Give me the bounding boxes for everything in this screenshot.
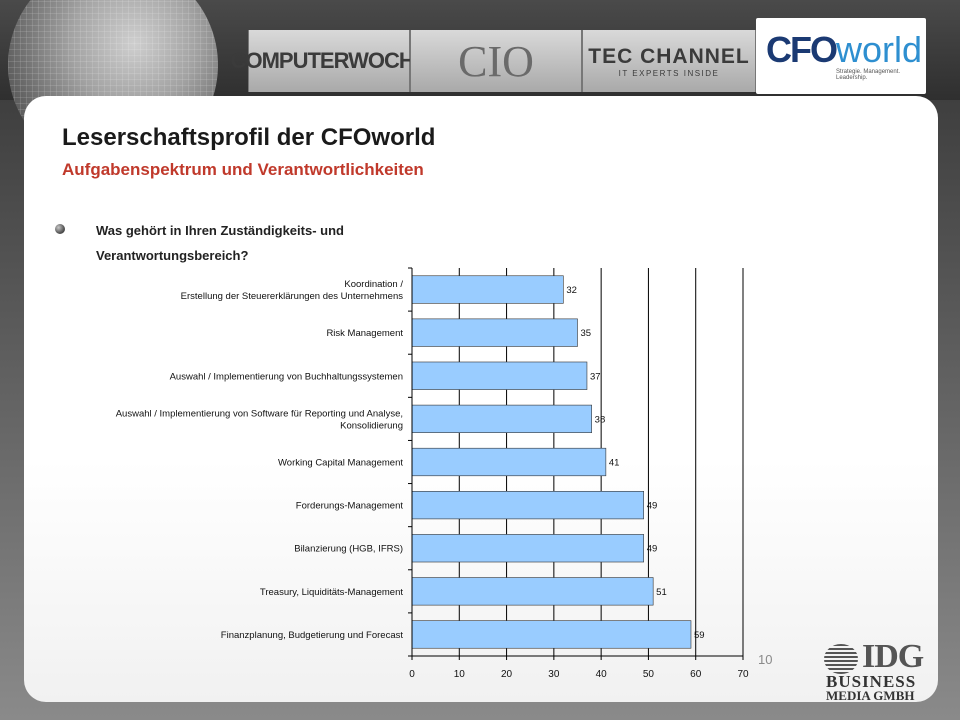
tick-label: 70 (737, 669, 749, 680)
cfoworld-world-text: world (836, 28, 923, 70)
data-label: 41 (609, 458, 620, 469)
data-label: 59 (694, 630, 705, 641)
idg-business-text: BUSINESS (826, 672, 917, 691)
brand-tab-computerwoche[interactable]: COMPUTERWOCHE (231, 30, 428, 92)
category-label: Konsolidierung (340, 420, 403, 431)
tick-label: 60 (690, 669, 702, 680)
bar (411, 620, 692, 649)
bar (411, 577, 654, 606)
category-label: Forderungs-Management (296, 501, 404, 512)
tick-label: 50 (643, 669, 655, 680)
tick-label: 40 (596, 669, 608, 680)
cfoworld-logo[interactable]: CFOworld Strategie. Management. Leadersh… (756, 18, 926, 94)
category-label: Auswahl / Implementierung von Buchhaltun… (170, 371, 403, 382)
data-label: 49 (647, 544, 658, 555)
tecchannel-logo-text: TEC CHANNEL (588, 44, 750, 68)
data-label: 51 (656, 587, 667, 598)
slide-title: Leserschaftsprofil der CFOworld (62, 124, 436, 151)
category-label: Erstellung der Steuererklärungen des Unt… (181, 291, 404, 302)
idg-business-media-logo[interactable]: IDG BUSINESS MEDIA GMBH (824, 638, 944, 703)
cfoworld-wordmark: CFOworld (766, 28, 926, 70)
data-label: 32 (566, 285, 577, 296)
bar (411, 404, 592, 433)
data-label: 49 (647, 501, 658, 512)
data-label: 37 (590, 371, 601, 382)
bar (411, 447, 607, 477)
tick-label: 30 (548, 669, 560, 680)
data-label: 38 (595, 414, 606, 425)
tecchannel-tagline: IT EXPERTS INSIDE (618, 68, 720, 78)
tick-label: 10 (454, 669, 466, 680)
bullet-icon (55, 224, 65, 234)
idg-logo-text: IDG (862, 638, 924, 675)
survey-question: Was gehört in Ihren Zuständigkeits- und … (96, 218, 416, 268)
category-label: Auswahl / Implementierung von Software f… (116, 408, 403, 419)
category-label: Working Capital Management (278, 458, 403, 469)
survey-question-line-1: Was gehört in Ihren Zuständigkeits- und (96, 223, 344, 238)
idg-globe-icon (824, 644, 858, 674)
bar (411, 361, 588, 390)
survey-question-line-2: Verantwortungsbereich? (96, 248, 249, 263)
computerwoche-logo-text: COMPUTERWOCHE (230, 48, 429, 73)
cfoworld-tagline: Strategie. Management. Leadership. (836, 68, 901, 81)
brand-tab-cio[interactable]: CIO (410, 30, 582, 92)
category-label: Treasury, Liquiditäts-Management (260, 587, 403, 598)
brand-tab-tecchannel[interactable]: TEC CHANNEL IT EXPERTS INSIDE (582, 30, 756, 92)
bar (411, 318, 578, 347)
idg-media-text: MEDIA GMBH (826, 688, 915, 703)
category-label: Risk Management (326, 328, 403, 339)
data-label: 35 (581, 328, 592, 339)
category-label: Bilanzierung (HGB, IFRS) (294, 544, 403, 555)
bar (411, 491, 644, 520)
page-number: 10 (758, 652, 773, 667)
cio-logo-text: CIO (458, 36, 534, 86)
cfoworld-cfo-text: CFO (766, 28, 838, 70)
tick-label: 0 (409, 669, 415, 680)
tick-label: 20 (501, 669, 513, 680)
category-label: Finanzplanung, Budgetierung und Forecast (221, 630, 404, 641)
slide-subtitle: Aufgabenspektrum und Verantwortlichkeite… (62, 160, 424, 179)
category-label: Koordination / (344, 279, 403, 290)
bar (411, 275, 564, 304)
bar (411, 534, 644, 563)
